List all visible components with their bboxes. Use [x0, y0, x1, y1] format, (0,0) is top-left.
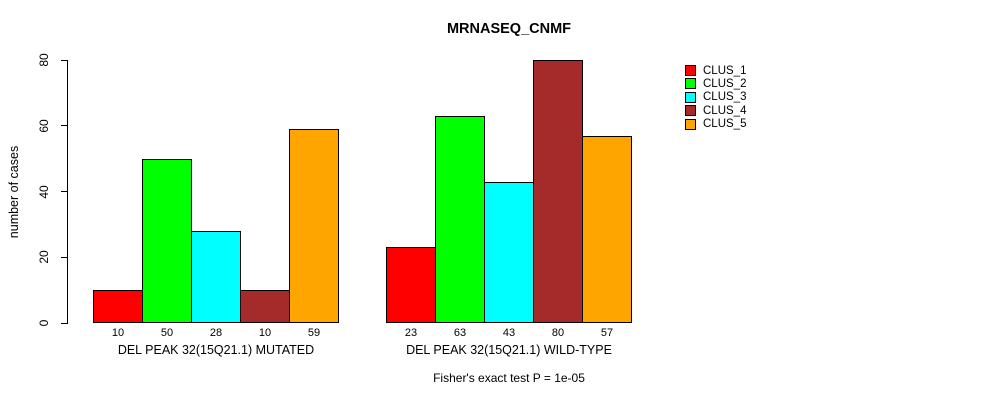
legend-swatch-icon	[685, 105, 696, 117]
bar-clus_5-group2	[582, 136, 632, 323]
y-tick-mark	[61, 256, 68, 258]
bar-clus_2-group1	[142, 159, 192, 323]
bar-value-label: 63	[453, 327, 467, 339]
legend-item-clus_5: CLUS_5	[685, 118, 746, 131]
bar-value-label: 50	[160, 327, 174, 339]
group-label-1: DEL PEAK 32(15Q21.1) MUTATED	[117, 343, 315, 357]
bar-value-label: 57	[600, 327, 614, 339]
y-tick-mark	[61, 191, 68, 192]
legend-label: CLUS_1	[703, 64, 747, 77]
legend-item-clus_4: CLUS_4	[685, 104, 746, 117]
y-tick-label: 20	[37, 250, 51, 264]
legend-item-clus_2: CLUS_2	[685, 77, 746, 90]
y-tick-label: 0	[37, 319, 51, 327]
bar-clus_1-group1	[93, 290, 143, 323]
legend-swatch-icon	[685, 91, 696, 103]
bar-clus_4-group1	[240, 290, 290, 323]
y-axis-line	[67, 60, 68, 324]
legend-item-clus_1: CLUS_1	[685, 64, 746, 77]
legend-label: CLUS_3	[703, 91, 747, 104]
bar-value-label: 10	[111, 327, 125, 339]
bar-value-label: 28	[209, 327, 223, 339]
legend-label: CLUS_2	[703, 77, 747, 90]
bar-clus_5-group1	[289, 129, 339, 323]
bar-value-label: 43	[502, 327, 516, 339]
y-tick-label: 80	[37, 53, 51, 67]
bar-value-label: 80	[551, 327, 565, 339]
y-tick-label: 60	[37, 119, 51, 133]
y-tick-mark	[61, 322, 68, 324]
chart-title: MRNASEQ_CNMF	[446, 21, 572, 37]
y-tick-mark	[61, 59, 68, 61]
bar-clus_2-group2	[435, 116, 485, 323]
legend-label: CLUS_5	[703, 118, 747, 131]
legend-label: CLUS_4	[703, 104, 747, 117]
bar-clus_3-group2	[484, 182, 534, 323]
legend-swatch-icon	[685, 118, 696, 130]
bar-value-label: 59	[307, 327, 321, 339]
group-label-2: DEL PEAK 32(15Q21.1) WILD-TYPE	[406, 343, 612, 357]
legend-item-clus_3: CLUS_3	[685, 91, 746, 104]
legend-swatch-icon	[685, 78, 696, 90]
bar-clus_1-group2	[386, 247, 436, 323]
bar-value-label: 23	[404, 327, 418, 339]
bar-clus_3-group1	[191, 231, 241, 323]
y-tick-mark	[61, 125, 68, 127]
legend-swatch-icon	[685, 65, 696, 76]
stat-annotation: Fisher's exact test P = 1e-05	[433, 371, 585, 385]
y-tick-label: 40	[37, 184, 51, 199]
y-axis-title: number of cases	[7, 145, 21, 239]
bar-clus_4-group2	[533, 60, 583, 323]
bar-value-label: 10	[258, 327, 272, 339]
